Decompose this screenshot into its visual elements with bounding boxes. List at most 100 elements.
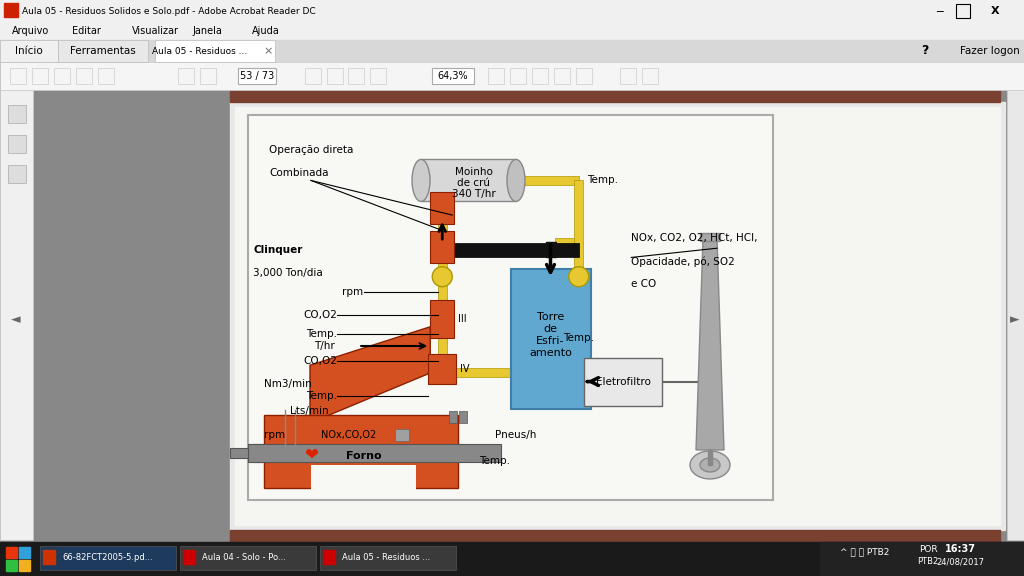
Bar bbox=[234, 107, 1000, 525]
Text: Forno: Forno bbox=[346, 451, 381, 461]
Text: Aula 05 - Residuos ...: Aula 05 - Residuos ... bbox=[153, 47, 248, 55]
Ellipse shape bbox=[507, 160, 525, 202]
Text: NOx, CO2, O2, HCt, HCl,: NOx, CO2, O2, HCt, HCl, bbox=[631, 233, 758, 243]
Bar bbox=[700, 233, 720, 241]
Bar bbox=[248, 115, 773, 500]
Text: Temp.: Temp. bbox=[306, 329, 337, 339]
Text: Nm3/min: Nm3/min bbox=[264, 380, 311, 389]
Bar bbox=[555, 237, 574, 247]
Text: e CO: e CO bbox=[631, 279, 656, 289]
Text: rpm: rpm bbox=[342, 287, 364, 297]
Bar bbox=[230, 448, 248, 458]
Bar bbox=[183, 550, 195, 564]
Text: Visualizar: Visualizar bbox=[132, 26, 179, 36]
Bar bbox=[708, 450, 712, 465]
Bar bbox=[0, 62, 1024, 90]
Bar bbox=[574, 180, 584, 373]
Bar bbox=[532, 68, 548, 84]
Text: 340 T/hr: 340 T/hr bbox=[452, 190, 496, 199]
Bar bbox=[155, 40, 275, 62]
Ellipse shape bbox=[700, 458, 720, 472]
Bar bbox=[459, 411, 467, 423]
Text: POR: POR bbox=[919, 544, 937, 554]
Bar bbox=[620, 68, 636, 84]
Bar bbox=[230, 530, 1000, 542]
Circle shape bbox=[432, 267, 453, 287]
Bar bbox=[437, 223, 446, 373]
Bar bbox=[430, 300, 455, 338]
Bar bbox=[230, 102, 1005, 530]
Polygon shape bbox=[696, 238, 724, 450]
Text: de crú: de crú bbox=[457, 179, 490, 188]
Bar bbox=[0, 22, 1024, 40]
Bar bbox=[437, 369, 584, 377]
Bar bbox=[395, 429, 409, 441]
Bar bbox=[421, 160, 516, 202]
Text: 64,3%: 64,3% bbox=[437, 71, 468, 81]
Text: CO,O2: CO,O2 bbox=[303, 310, 337, 320]
Ellipse shape bbox=[412, 160, 430, 202]
Text: Torre: Torre bbox=[537, 312, 564, 322]
Bar bbox=[511, 269, 591, 409]
Text: III: III bbox=[459, 314, 467, 324]
Bar bbox=[430, 192, 455, 224]
Text: ❤: ❤ bbox=[304, 447, 317, 465]
Bar bbox=[323, 550, 335, 564]
Bar bbox=[0, 542, 1024, 576]
Text: T/hr: T/hr bbox=[314, 341, 335, 351]
Ellipse shape bbox=[690, 451, 730, 479]
Bar bbox=[4, 3, 18, 17]
Text: ?: ? bbox=[922, 44, 929, 58]
Bar bbox=[4, 545, 32, 573]
Bar bbox=[442, 242, 579, 257]
Text: Ferramentas: Ferramentas bbox=[70, 46, 136, 56]
Bar bbox=[230, 90, 1000, 102]
Bar bbox=[488, 68, 504, 84]
Text: ─: ─ bbox=[937, 6, 943, 16]
Text: Moinho: Moinho bbox=[455, 168, 493, 177]
Text: Temp.: Temp. bbox=[306, 391, 337, 401]
Bar bbox=[510, 68, 526, 84]
Text: Janela: Janela bbox=[193, 26, 222, 36]
Text: amento: amento bbox=[529, 348, 572, 358]
Text: de: de bbox=[544, 324, 557, 334]
Text: Eletrofiltro: Eletrofiltro bbox=[596, 377, 650, 386]
Text: Pneus/h: Pneus/h bbox=[495, 430, 537, 439]
Text: CO,O2: CO,O2 bbox=[303, 357, 337, 366]
Text: Lts/min: Lts/min bbox=[290, 407, 329, 416]
Text: Opacidade, pó, SO2: Opacidade, pó, SO2 bbox=[631, 256, 735, 267]
Bar bbox=[0, 0, 1024, 22]
Bar bbox=[348, 68, 364, 84]
Text: 66-82FCT2005-5.pd...: 66-82FCT2005-5.pd... bbox=[62, 554, 153, 563]
Text: 53 / 73: 53 / 73 bbox=[240, 71, 274, 81]
Bar bbox=[238, 68, 276, 84]
Text: 3,000 Ton/dia: 3,000 Ton/dia bbox=[253, 268, 323, 278]
Text: Fazer logon: Fazer logon bbox=[961, 46, 1020, 56]
Bar bbox=[180, 546, 316, 570]
Text: X: X bbox=[990, 6, 999, 16]
Bar bbox=[200, 68, 216, 84]
Bar bbox=[319, 546, 456, 570]
Bar bbox=[0, 40, 1024, 62]
Bar bbox=[10, 68, 26, 84]
Bar bbox=[19, 547, 30, 558]
Text: ×: × bbox=[263, 46, 272, 56]
Text: Ajuda: Ajuda bbox=[252, 26, 280, 36]
Bar bbox=[311, 465, 416, 494]
Bar bbox=[40, 546, 176, 570]
Bar bbox=[178, 68, 194, 84]
Text: Temp.: Temp. bbox=[479, 457, 510, 467]
Bar bbox=[370, 68, 386, 84]
Text: Clinquer: Clinquer bbox=[253, 245, 303, 255]
Text: 16:37: 16:37 bbox=[944, 544, 976, 554]
Text: NOx,CO,O2: NOx,CO,O2 bbox=[322, 430, 377, 439]
Text: Esfri-: Esfri- bbox=[537, 336, 565, 346]
Bar bbox=[32, 68, 48, 84]
Bar bbox=[584, 358, 662, 406]
Bar bbox=[0, 40, 58, 62]
Text: rpm: rpm bbox=[263, 430, 285, 439]
Bar bbox=[253, 444, 268, 462]
Text: Aula 04 - Solo - Po...: Aula 04 - Solo - Po... bbox=[202, 554, 286, 563]
Bar bbox=[1007, 90, 1024, 540]
Bar bbox=[76, 68, 92, 84]
